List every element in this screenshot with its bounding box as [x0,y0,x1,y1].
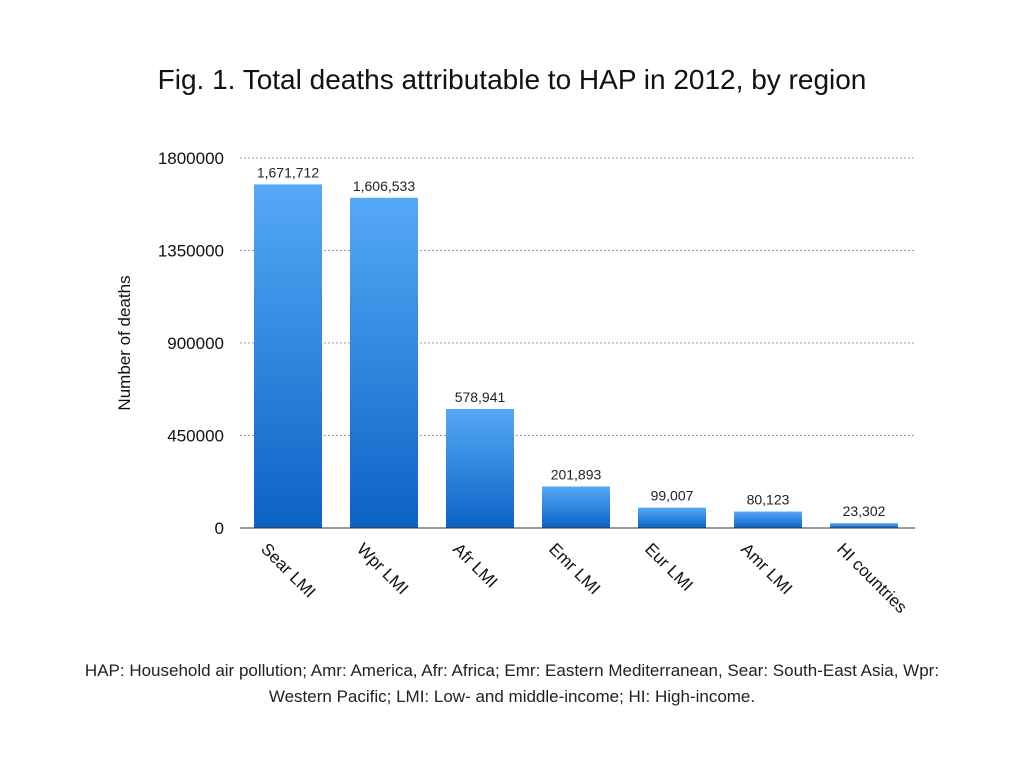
bar-amr-lmi [734,511,802,528]
x-tick-label: Emr LMI [545,539,604,598]
y-tick-label: 0 [215,519,224,538]
chart-title: Fig. 1. Total deaths attributable to HAP… [157,64,867,95]
x-tick-label: Afr LMI [449,539,501,591]
data-label: 23,302 [843,503,886,519]
x-tick-label: Sear LMI [257,539,319,601]
bar-emr-lmi [542,486,610,528]
chart-caption: HAP: Household air pollution; Amr: Ameri… [84,661,940,706]
bar-sear-lmi [254,184,322,529]
data-label: 99,007 [651,488,694,504]
bar-afr-lmi [446,408,514,528]
y-tick-label: 1800000 [158,149,224,168]
bar-wpr-lmi [350,197,418,528]
x-tick-label: HI countries [833,539,911,617]
y-axis-label: Number of deaths [115,275,134,410]
y-tick-label: 450000 [167,427,224,446]
data-label: 1,671,712 [257,164,319,180]
y-tick-label: 1350000 [158,242,224,261]
x-tick-label: Wpr LMI [353,539,412,598]
data-label: 80,123 [747,492,790,508]
y-tick-label: 900000 [167,334,224,353]
x-tick-label: Amr LMI [737,539,796,598]
data-label: 201,893 [551,466,602,482]
x-tick-label: Eur LMI [641,539,697,595]
data-label: 1,606,533 [353,178,415,194]
bar-hi-countries [830,523,898,528]
data-label: 578,941 [455,389,506,405]
bar-eur-lmi [638,507,706,528]
